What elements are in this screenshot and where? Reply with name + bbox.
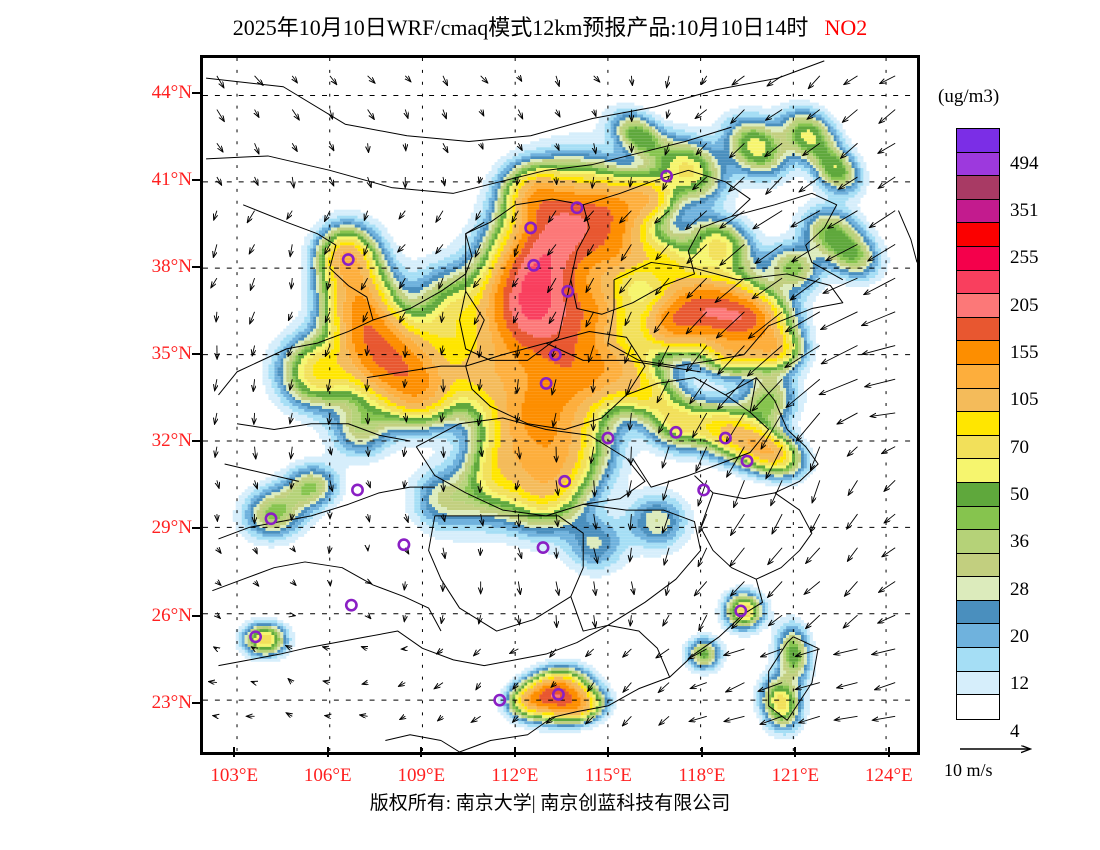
copyright-text: 版权所有: 南京大学| 南京创蓝科技有限公司 <box>369 793 731 814</box>
colorbar-band <box>957 435 999 460</box>
lat-tick-label: 35°N <box>151 343 192 365</box>
lat-tick-label: 41°N <box>151 168 192 190</box>
map-plot-area[interactable] <box>200 55 920 755</box>
colorbar-band <box>957 294 999 318</box>
lat-tick-mark <box>192 266 202 269</box>
colorbar-band <box>957 270 999 295</box>
colorbar-band <box>957 482 999 507</box>
lat-tick-label: 26°N <box>151 604 192 626</box>
colorbar-band <box>957 176 999 200</box>
colorbar-band <box>957 459 999 483</box>
lon-tick-mark <box>700 747 703 757</box>
colorbar-band <box>957 671 999 696</box>
colorbar-tick-label: 351 <box>1010 199 1039 221</box>
colorbar-units-label: (ug/m3) <box>938 86 1000 107</box>
colorbar-band <box>957 553 999 578</box>
arrow-right-icon <box>960 738 1040 758</box>
colorbar-band <box>957 152 999 177</box>
lat-tick-mark <box>192 701 202 704</box>
colorbar-tick-label: 4 <box>1010 720 1020 742</box>
latitude-axis: 44°N 41°N 38°N 35°N 32°N 29°N 26°N 23°N <box>110 55 202 755</box>
copyright-footer: 版权所有: 南京大学| 南京创蓝科技有限公司 <box>0 788 1100 815</box>
colorbar-band <box>957 695 999 719</box>
colorbar-band <box>957 388 999 413</box>
lon-tick-label: 109°E <box>397 765 446 786</box>
colorbar-tick-label: 494 <box>1010 152 1039 174</box>
lat-tick-mark <box>192 178 202 181</box>
colorbar-tick-label: 205 <box>1010 294 1039 316</box>
colorbar-tick-labels: 494 351 255 205 155 105 70 50 36 28 20 12 4 <box>1006 128 1096 742</box>
lat-tick-label: 44°N <box>151 81 192 103</box>
lon-tick-label: 115°E <box>584 765 632 786</box>
title-text: 2025年10月10日WRF/cmaq模式12km预报产品:10月10日14时 <box>232 15 809 40</box>
lat-tick-mark <box>192 614 202 617</box>
colorbar-band <box>957 577 999 601</box>
lon-tick-mark <box>887 747 890 757</box>
lat-tick-label: 23°N <box>151 691 192 713</box>
colorbar-band <box>957 223 999 247</box>
colorbar-tick-label: 20 <box>1010 626 1029 648</box>
lon-tick-mark <box>420 747 423 757</box>
lon-tick-label: 103°E <box>210 765 259 786</box>
lat-tick-mark <box>192 440 202 443</box>
colorbar-tick-label: 36 <box>1010 531 1029 553</box>
colorbar-tick-label: 255 <box>1010 247 1039 269</box>
colorbar-band <box>957 530 999 554</box>
colorbar-band <box>957 624 999 649</box>
colorbar-band <box>957 364 999 389</box>
lat-tick-label: 29°N <box>151 517 192 539</box>
map-canvas <box>203 58 917 752</box>
colorbar-band <box>957 600 999 625</box>
colorbar-band <box>957 506 999 531</box>
lat-tick-label: 38°N <box>151 256 192 278</box>
lon-tick-mark <box>233 747 236 757</box>
lat-tick-mark <box>192 91 202 94</box>
lat-tick-label: 32°N <box>151 430 192 452</box>
colorbar-band <box>957 648 999 672</box>
lon-tick-mark <box>607 747 610 757</box>
lon-tick-label: 121°E <box>771 765 820 786</box>
colorbar-tick-label: 28 <box>1010 578 1029 600</box>
colorbar-tick-label: 70 <box>1010 436 1029 458</box>
lat-tick-mark <box>192 527 202 530</box>
lon-tick-label: 124°E <box>864 765 913 786</box>
colorbar-band <box>957 341 999 365</box>
lat-tick-mark <box>192 353 202 356</box>
colorbar-band <box>957 129 999 153</box>
colorbar-band <box>957 317 999 342</box>
colorbar-band <box>957 199 999 224</box>
colorbar-tick-label: 155 <box>1010 341 1039 363</box>
lon-tick-label: 118°E <box>678 765 726 786</box>
lon-tick-mark <box>794 747 797 757</box>
lon-tick-label: 106°E <box>303 765 352 786</box>
colorbar-tick-label: 12 <box>1010 673 1029 695</box>
lon-tick-mark <box>326 747 329 757</box>
chart-title: 2025年10月10日WRF/cmaq模式12km预报产品:10月10日14时 N… <box>0 10 1100 42</box>
wind-scale-key: 10 m/s <box>944 738 1084 784</box>
colorbar-band <box>957 412 999 436</box>
colorbar-tick-label: 50 <box>1010 484 1029 506</box>
species-label: NO2 <box>824 15 868 40</box>
colorbar-band <box>957 246 999 271</box>
lon-tick-mark <box>513 747 516 757</box>
colorbar-tick-label: 105 <box>1010 389 1039 411</box>
colorbar[interactable] <box>956 128 1000 720</box>
wind-scale-label: 10 m/s <box>944 760 993 780</box>
lon-tick-label: 112°E <box>491 765 539 786</box>
longitude-axis: 103°E 106°E 109°E 112°E 115°E 118°E 121°E 124°E <box>200 747 920 791</box>
